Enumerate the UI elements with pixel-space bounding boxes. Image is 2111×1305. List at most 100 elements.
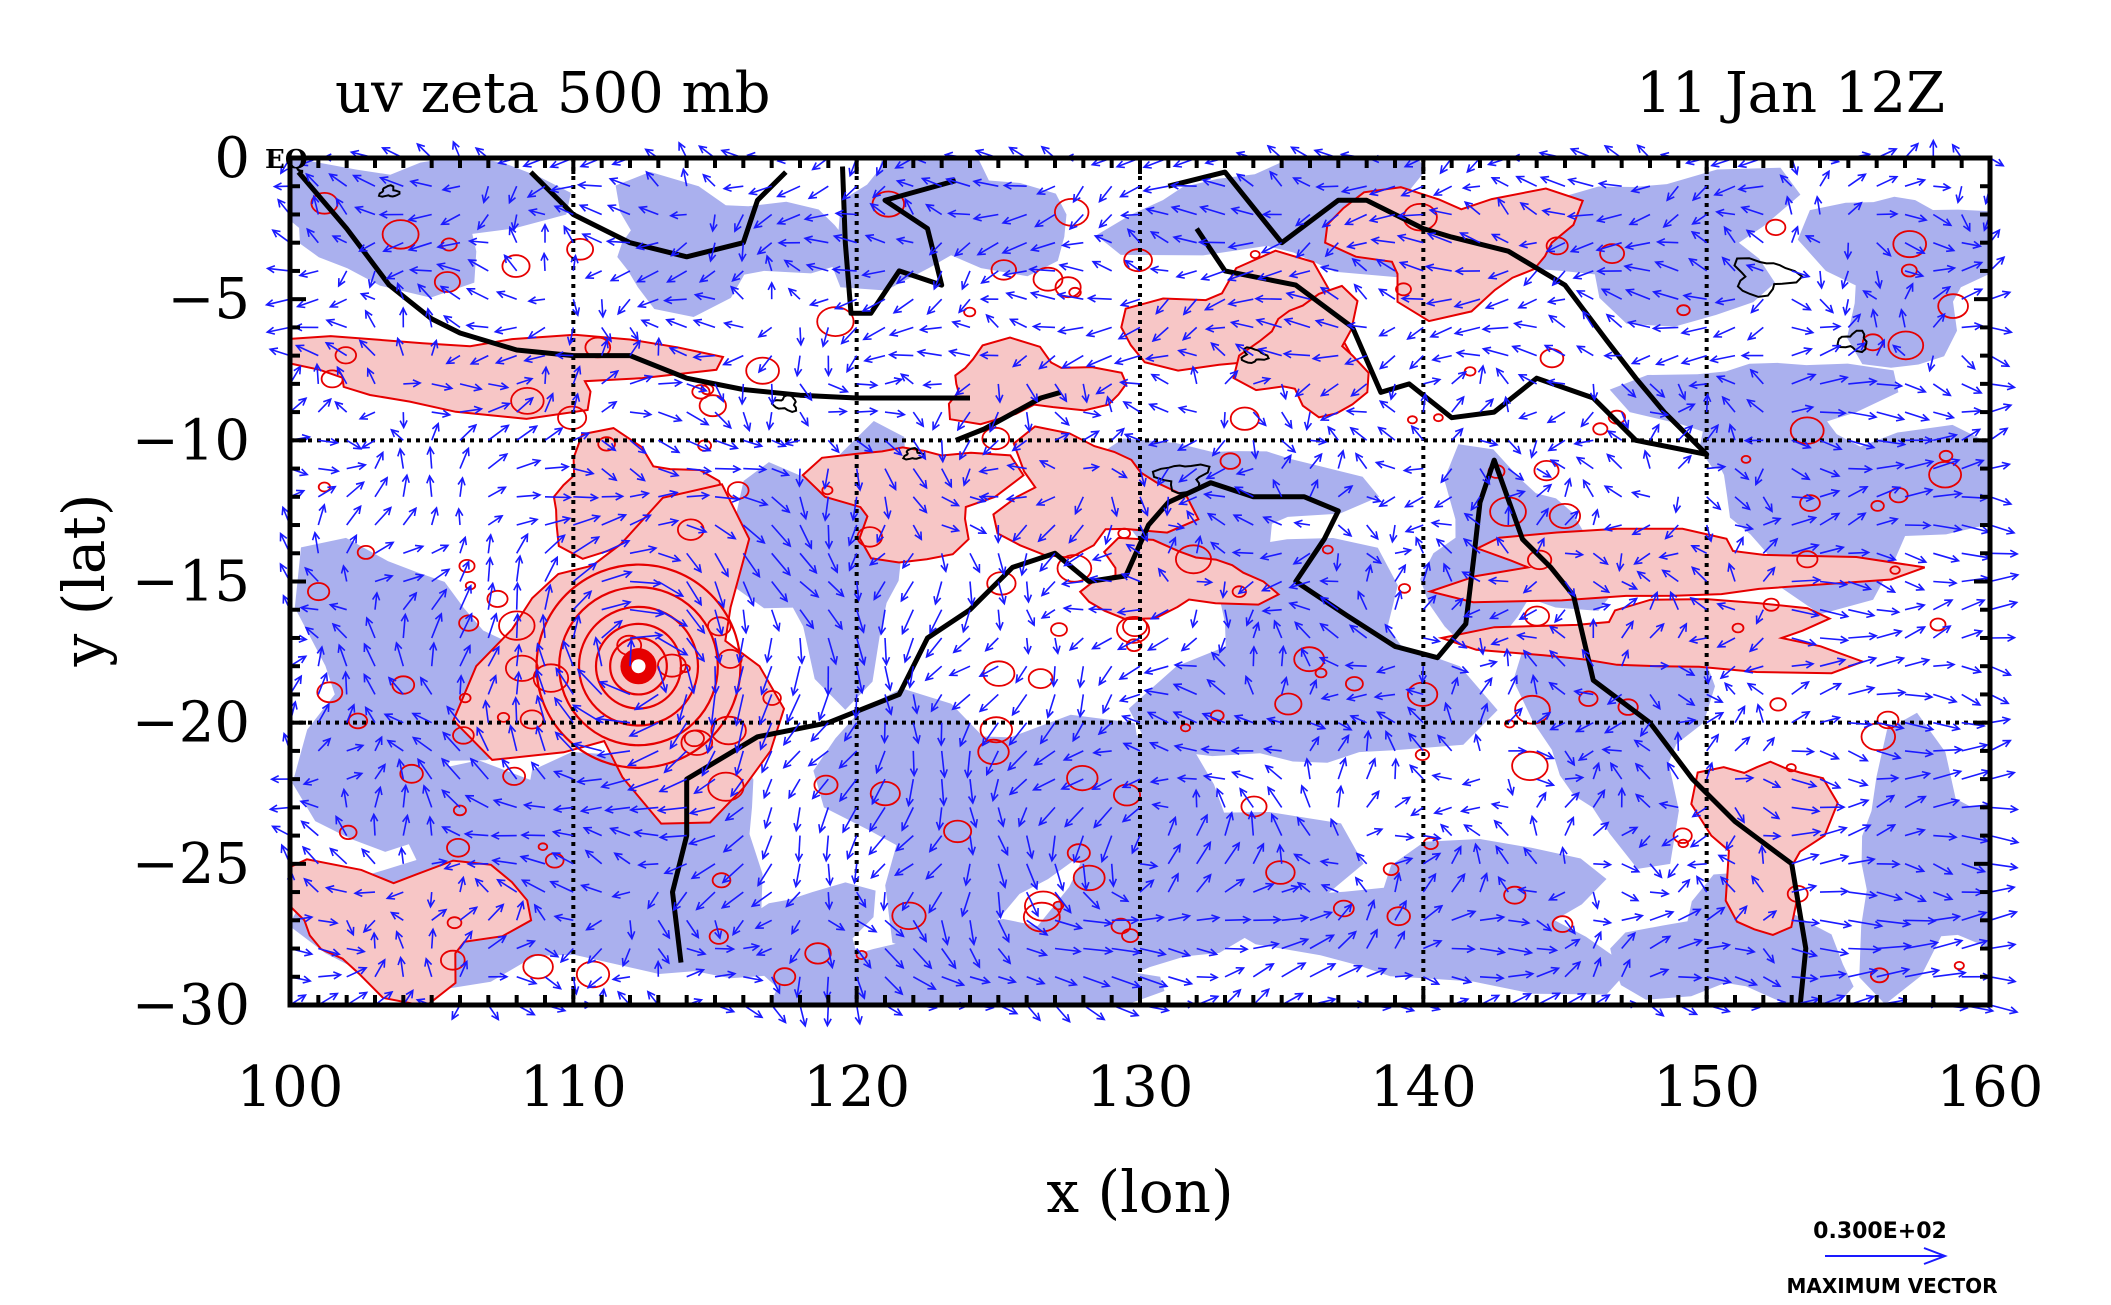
wind-vector-head xyxy=(811,790,821,800)
wind-vector-shaft xyxy=(1365,731,1370,751)
wind-vector xyxy=(1933,938,1964,950)
wind-vector-head xyxy=(688,807,699,816)
wind-vector-shaft xyxy=(1819,919,1851,927)
wind-vector-shaft xyxy=(338,644,348,667)
wind-vector-shaft xyxy=(402,614,407,639)
wind-vector-head xyxy=(925,649,935,659)
wind-vector-shaft xyxy=(1309,721,1325,730)
wind-vector xyxy=(303,877,319,893)
wind-vector-head xyxy=(1862,824,1872,832)
wind-vector xyxy=(1072,835,1085,864)
wind-vector-shaft xyxy=(597,750,631,757)
wind-vector xyxy=(1649,863,1663,879)
wind-vector-head xyxy=(1839,635,1850,644)
wind-vector xyxy=(969,948,981,969)
wind-vector-head xyxy=(1239,944,1249,954)
wind-vector xyxy=(508,723,518,752)
wind-vector-shaft xyxy=(412,712,433,724)
wind-vector-shaft xyxy=(638,863,659,866)
vorticity-contour xyxy=(502,766,526,786)
wind-vector-head xyxy=(553,696,563,707)
wind-vector-head xyxy=(1431,852,1442,861)
wind-vector-shaft xyxy=(808,750,829,767)
wind-vector-shaft xyxy=(596,717,631,724)
wind-vector xyxy=(1344,661,1367,670)
wind-vector xyxy=(1121,778,1141,789)
wind-vector-head xyxy=(1545,751,1555,760)
wind-vector-shaft xyxy=(1252,963,1274,978)
wind-vector-shaft xyxy=(1649,693,1661,710)
wind-vector xyxy=(1479,947,1507,956)
wind-vector-shaft xyxy=(657,609,688,627)
wind-vector xyxy=(929,609,943,635)
wind-vector-head xyxy=(1738,905,1748,915)
wind-vector-shaft xyxy=(585,850,603,865)
wind-vector-head xyxy=(755,948,766,956)
wind-vector-shaft xyxy=(1033,778,1056,791)
wind-vector-head xyxy=(834,620,843,631)
wind-vector-head xyxy=(552,981,563,990)
wind-vector xyxy=(935,807,945,832)
wind-vector xyxy=(827,637,838,666)
wind-vector-head xyxy=(1143,666,1154,675)
wind-vector-shaft xyxy=(601,778,631,788)
wind-vector-shaft xyxy=(1549,891,1566,901)
wind-vector-shaft xyxy=(1961,940,1988,950)
wind-vector-head xyxy=(1984,1005,1995,1014)
wind-vector xyxy=(469,757,489,780)
vorticity-contour xyxy=(691,384,711,400)
wind-vector-shaft xyxy=(390,911,404,921)
wind-vector-head xyxy=(1049,678,1059,688)
wind-vector-head xyxy=(2009,1006,2019,1015)
wind-vector xyxy=(362,919,376,934)
vorticity-contour xyxy=(320,369,344,389)
wind-vector-head xyxy=(626,758,637,767)
wind-vector xyxy=(961,609,971,634)
wind-vector xyxy=(580,883,602,893)
wind-vector-head xyxy=(1363,729,1372,739)
wind-vector xyxy=(1281,937,1310,950)
wind-vector-head xyxy=(1062,604,1072,613)
wind-vector xyxy=(1848,967,1879,978)
wind-vector-head xyxy=(1367,898,1376,909)
wind-vector-shaft xyxy=(1111,891,1129,902)
wind-vector-head xyxy=(790,687,799,697)
wind-vector xyxy=(686,919,700,939)
wind-vector-shaft xyxy=(664,863,688,874)
wind-vector xyxy=(1121,714,1141,724)
vorticity-contour xyxy=(458,559,476,574)
wind-vector-head xyxy=(1916,626,1927,634)
wind-vector-head xyxy=(646,990,656,1000)
wind-vector-head xyxy=(1838,825,1848,834)
wind-vector-head xyxy=(1296,816,1305,826)
wind-vector-shaft xyxy=(346,947,365,953)
wind-vector-head xyxy=(1917,795,1927,804)
wind-vector-shaft xyxy=(515,901,524,921)
wind-vector-shaft xyxy=(430,643,435,667)
wind-vector xyxy=(879,892,889,912)
wind-vector-shaft xyxy=(577,778,602,783)
wind-vector xyxy=(1989,326,2014,335)
wind-vector-shaft xyxy=(1791,976,1818,980)
wind-vector xyxy=(657,609,689,627)
wind-vector xyxy=(429,641,438,667)
wind-vector xyxy=(1025,609,1036,627)
wind-vector xyxy=(1819,682,1843,696)
wind-vector-head xyxy=(491,857,501,866)
wind-vector-shaft xyxy=(1355,877,1368,893)
wind-vector-head xyxy=(1130,915,1140,925)
wind-vector-shaft xyxy=(629,634,663,639)
wind-vector xyxy=(1564,791,1580,808)
wind-vector-head xyxy=(732,926,741,936)
wind-vector-shaft xyxy=(1451,910,1476,922)
wind-vector-shaft xyxy=(555,731,574,752)
wind-vector-head xyxy=(1201,712,1211,721)
wind-vector-shaft xyxy=(686,969,704,978)
wind-vector-head xyxy=(1577,992,1587,1001)
vorticity-contour xyxy=(356,545,375,560)
wind-vector-head xyxy=(846,850,855,861)
wind-vector-head xyxy=(868,846,878,856)
wind-vector-head xyxy=(331,948,341,957)
wind-vector xyxy=(1536,791,1547,808)
wind-vector-shaft xyxy=(1009,778,1028,795)
